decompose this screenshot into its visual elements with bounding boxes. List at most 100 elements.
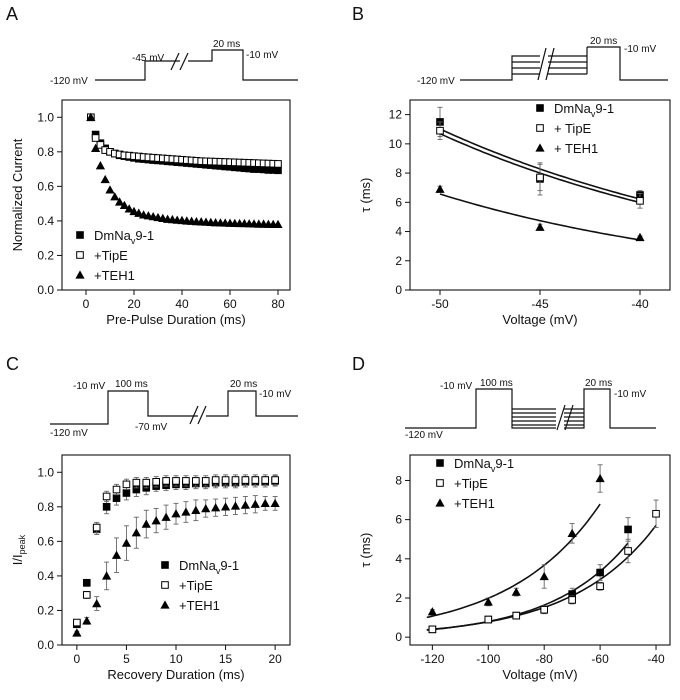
data-point-marker (271, 476, 279, 484)
data-point-marker (129, 206, 139, 216)
x-tick-label: -40 (631, 297, 649, 311)
protocol-label: -120 mV (417, 76, 455, 87)
data-point-marker (596, 568, 604, 577)
data-point-marker (220, 502, 231, 511)
data-point-marker (211, 503, 221, 512)
series-square-open (73, 474, 279, 627)
data-point-marker (122, 480, 131, 489)
legend-label: +TEH1 (179, 598, 220, 613)
x-tick-label: 20 (127, 297, 141, 311)
fit-curve (439, 193, 641, 241)
y-tick-label: 0.2 (37, 248, 54, 262)
data-point-marker (112, 494, 121, 502)
y-tick-label: 0.8 (37, 145, 54, 159)
legend-label-subscript: v (491, 464, 496, 474)
data-point-marker (161, 512, 171, 521)
data-point-marker (216, 162, 225, 170)
panel-letter-a: A (6, 4, 18, 24)
series-triangle-filled (72, 495, 280, 637)
legend-label: DmNav9-1 (554, 101, 614, 119)
data-point-marker (221, 476, 230, 484)
data-point-marker (171, 509, 181, 518)
data-point-marker (110, 192, 120, 201)
plot-frame (61, 99, 291, 291)
data-point-marker (182, 477, 190, 485)
data-point-marker (102, 571, 112, 580)
series-square-open (428, 499, 660, 634)
data-point-marker (201, 477, 210, 485)
x-tick-label: -120 (420, 652, 444, 666)
y-axis-label: I/Ipeak (10, 534, 27, 565)
y-tick-label: 10 (389, 137, 403, 151)
data-point-marker (82, 591, 91, 599)
protocol-label: 100 ms (115, 379, 148, 390)
y-axis-label: τ (ms) (358, 533, 373, 568)
y-tick-label: 12 (389, 108, 403, 122)
legend-label-rest: 9-1 (135, 228, 154, 243)
data-point-marker (161, 581, 169, 589)
legend-label: + TipE (554, 121, 592, 136)
data-point-marker (568, 590, 576, 598)
protocol-diagram-b: -120 mV 20 ms -10 mV (417, 36, 668, 87)
data-point-marker (131, 528, 141, 537)
data-point-marker (76, 251, 84, 259)
data-point-marker (124, 204, 134, 213)
data-point-marker (259, 165, 268, 174)
data-point-marker (260, 498, 270, 508)
legend-label: +TEH1 (94, 268, 135, 283)
y-tick-label: 4 (395, 225, 402, 239)
data-point-marker (191, 505, 201, 514)
data-point-marker (635, 232, 645, 242)
protocol-label: 20 ms (590, 36, 617, 47)
y-tick-label: 2 (395, 254, 402, 268)
data-point-marker (75, 270, 85, 279)
data-point-marker (96, 141, 105, 149)
legend-label: + TEH1 (554, 141, 598, 156)
x-tick-label: -60 (591, 652, 609, 666)
x-tick-label: 40 (175, 297, 189, 311)
y-tick-label: 8 (395, 166, 402, 180)
series-triangle-filled (86, 112, 283, 229)
protocol-label: -45 mV (132, 53, 165, 64)
data-point-marker (121, 538, 132, 547)
data-point-marker (211, 161, 220, 170)
data-point-marker (428, 625, 437, 634)
data-point-marker (250, 165, 258, 173)
data-point-marker (92, 523, 101, 532)
legend-label: +TipE (94, 248, 128, 263)
data-point-marker (535, 222, 545, 231)
panel-letter-c: C (6, 354, 19, 374)
protocol-label: -70 mV (135, 422, 168, 433)
series-square-open (87, 113, 282, 168)
x-tick-label: 5 (123, 652, 130, 666)
legend-label: DmNav9-1 (94, 228, 154, 246)
legend-label: DmNav9-1 (454, 456, 514, 474)
y-tick-label: 0.0 (37, 283, 54, 297)
y-tick-label: 0.0 (37, 638, 54, 652)
fit-curve (426, 503, 601, 619)
data-point-marker (162, 477, 170, 485)
data-point-marker (250, 499, 260, 508)
data-point-marker (181, 507, 191, 516)
data-point-marker (274, 166, 282, 175)
y-tick-label: 0.2 (37, 603, 54, 617)
data-point-marker (624, 525, 632, 534)
data-point-marker (132, 485, 141, 494)
data-point-marker (151, 516, 161, 525)
x-tick-label: 20 (268, 652, 282, 666)
chart-panel-b: -50 -45 -40 0 2 4 6 8 10 12 Voltage (mV) τ (ms) DmNa… (358, 99, 671, 327)
data-point-marker (235, 163, 244, 172)
protocol-label: 100 ms (480, 378, 513, 389)
data-point-marker (255, 165, 263, 173)
plot-frame (409, 454, 671, 646)
data-point-marker (95, 161, 105, 170)
data-point-marker (102, 492, 111, 501)
data-point-marker (231, 163, 239, 172)
x-tick-label: -50 (431, 297, 449, 311)
data-point-marker (86, 112, 96, 121)
panel-letter-b: B (352, 4, 364, 24)
panel-letter-d: D (352, 354, 365, 374)
y-tick-label: 0 (395, 630, 402, 644)
data-point-marker (221, 162, 229, 171)
data-point-marker (132, 478, 141, 487)
